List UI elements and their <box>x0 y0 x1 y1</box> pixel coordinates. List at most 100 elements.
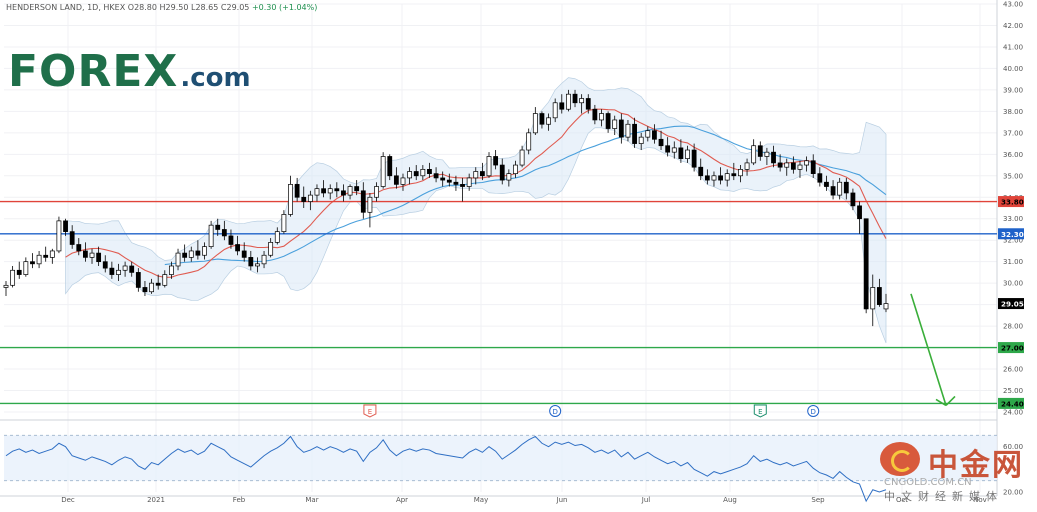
candle-body <box>685 149 690 159</box>
candle <box>466 173 472 191</box>
candle-body <box>817 173 823 183</box>
candle <box>255 257 260 273</box>
candle-body <box>857 205 862 220</box>
x-tick-label: Mar <box>305 496 318 504</box>
candle <box>731 162 737 181</box>
candle <box>652 124 657 144</box>
x-tick-label: Jul <box>641 496 651 504</box>
candle-body <box>208 224 214 248</box>
price-label-text: 27.00 <box>1001 344 1024 353</box>
candle <box>857 201 862 234</box>
rsi-line <box>5 435 887 503</box>
candle <box>784 158 790 176</box>
candle <box>698 158 704 181</box>
candle-body <box>102 261 108 269</box>
candle <box>790 156 796 174</box>
candle <box>241 242 247 262</box>
candle <box>228 229 234 249</box>
price-label-text: 24.40 <box>1001 399 1024 408</box>
candle <box>843 177 849 200</box>
candle-body <box>499 164 505 181</box>
candle <box>506 169 512 187</box>
candle-body <box>96 252 102 263</box>
candle <box>3 281 9 297</box>
candle-body <box>539 113 545 125</box>
candle-body <box>175 252 181 267</box>
price-label-box <box>998 342 1024 354</box>
candle-body <box>546 117 551 125</box>
candle <box>552 98 558 123</box>
candle-body <box>387 156 393 177</box>
candle-body <box>63 220 68 232</box>
low-value: L28.65 <box>190 3 219 12</box>
candle <box>30 253 35 269</box>
candle-body <box>360 190 366 213</box>
candle <box>526 128 532 155</box>
candle-body <box>704 175 710 181</box>
close-value: C29.05 <box>220 3 250 12</box>
candle <box>618 113 624 144</box>
candle-body <box>10 269 16 286</box>
y-tick-label: 35.00 <box>1003 172 1023 180</box>
candle <box>645 126 651 142</box>
candle-body <box>599 113 604 121</box>
candle <box>69 225 75 249</box>
candle <box>797 160 803 178</box>
forex-logo: FOREX.com <box>8 46 251 97</box>
candle-body <box>771 151 776 164</box>
candle-body <box>440 177 446 181</box>
event-marker: E <box>753 404 767 418</box>
candle-body <box>446 179 452 183</box>
candle-body <box>202 246 207 256</box>
candle-body <box>824 181 829 187</box>
earnings-marker-shape <box>363 404 377 418</box>
candle <box>546 113 551 131</box>
candle-body <box>215 224 221 230</box>
candle-body <box>810 160 816 174</box>
candle-body <box>460 184 465 187</box>
candle-body <box>407 171 413 179</box>
candle <box>321 180 326 198</box>
candle-body <box>691 149 697 168</box>
candle <box>195 240 201 260</box>
candle-body <box>221 229 227 237</box>
candle-body <box>393 175 399 185</box>
price-label: 29.05 <box>998 298 1024 310</box>
candle <box>711 171 717 187</box>
price-label-text: 32.30 <box>1001 230 1024 239</box>
candle <box>599 109 604 127</box>
candle <box>393 167 399 189</box>
candle-body <box>69 231 75 245</box>
candle <box>155 274 161 290</box>
candle <box>387 154 393 181</box>
candle <box>274 227 280 245</box>
candle-body <box>479 171 485 177</box>
candle-body <box>109 267 115 275</box>
candle-body <box>486 156 492 177</box>
price-label-box <box>998 298 1024 310</box>
candle-body <box>830 186 836 196</box>
candle-body <box>162 274 168 286</box>
candle <box>513 160 518 178</box>
candle-body <box>572 93 578 104</box>
candle <box>876 278 882 307</box>
candle-body <box>155 282 161 286</box>
candle <box>850 188 856 211</box>
candle-body <box>605 113 611 129</box>
down-arrow-head <box>935 395 956 407</box>
candle-body <box>228 235 234 245</box>
candle-body <box>638 136 644 144</box>
candle <box>63 218 68 236</box>
event-marker: E <box>363 404 377 418</box>
cngold-logo-icon <box>880 442 920 476</box>
candle <box>334 182 340 198</box>
candle <box>288 175 293 217</box>
price-label-box <box>998 196 1024 208</box>
y-tick-label: 42.00 <box>1003 22 1023 30</box>
candle-body <box>129 265 135 273</box>
event-marker-label: E <box>368 408 372 416</box>
y-tick-label: 28.00 <box>1003 323 1023 331</box>
y-tick-label: 32.00 <box>1003 237 1023 245</box>
